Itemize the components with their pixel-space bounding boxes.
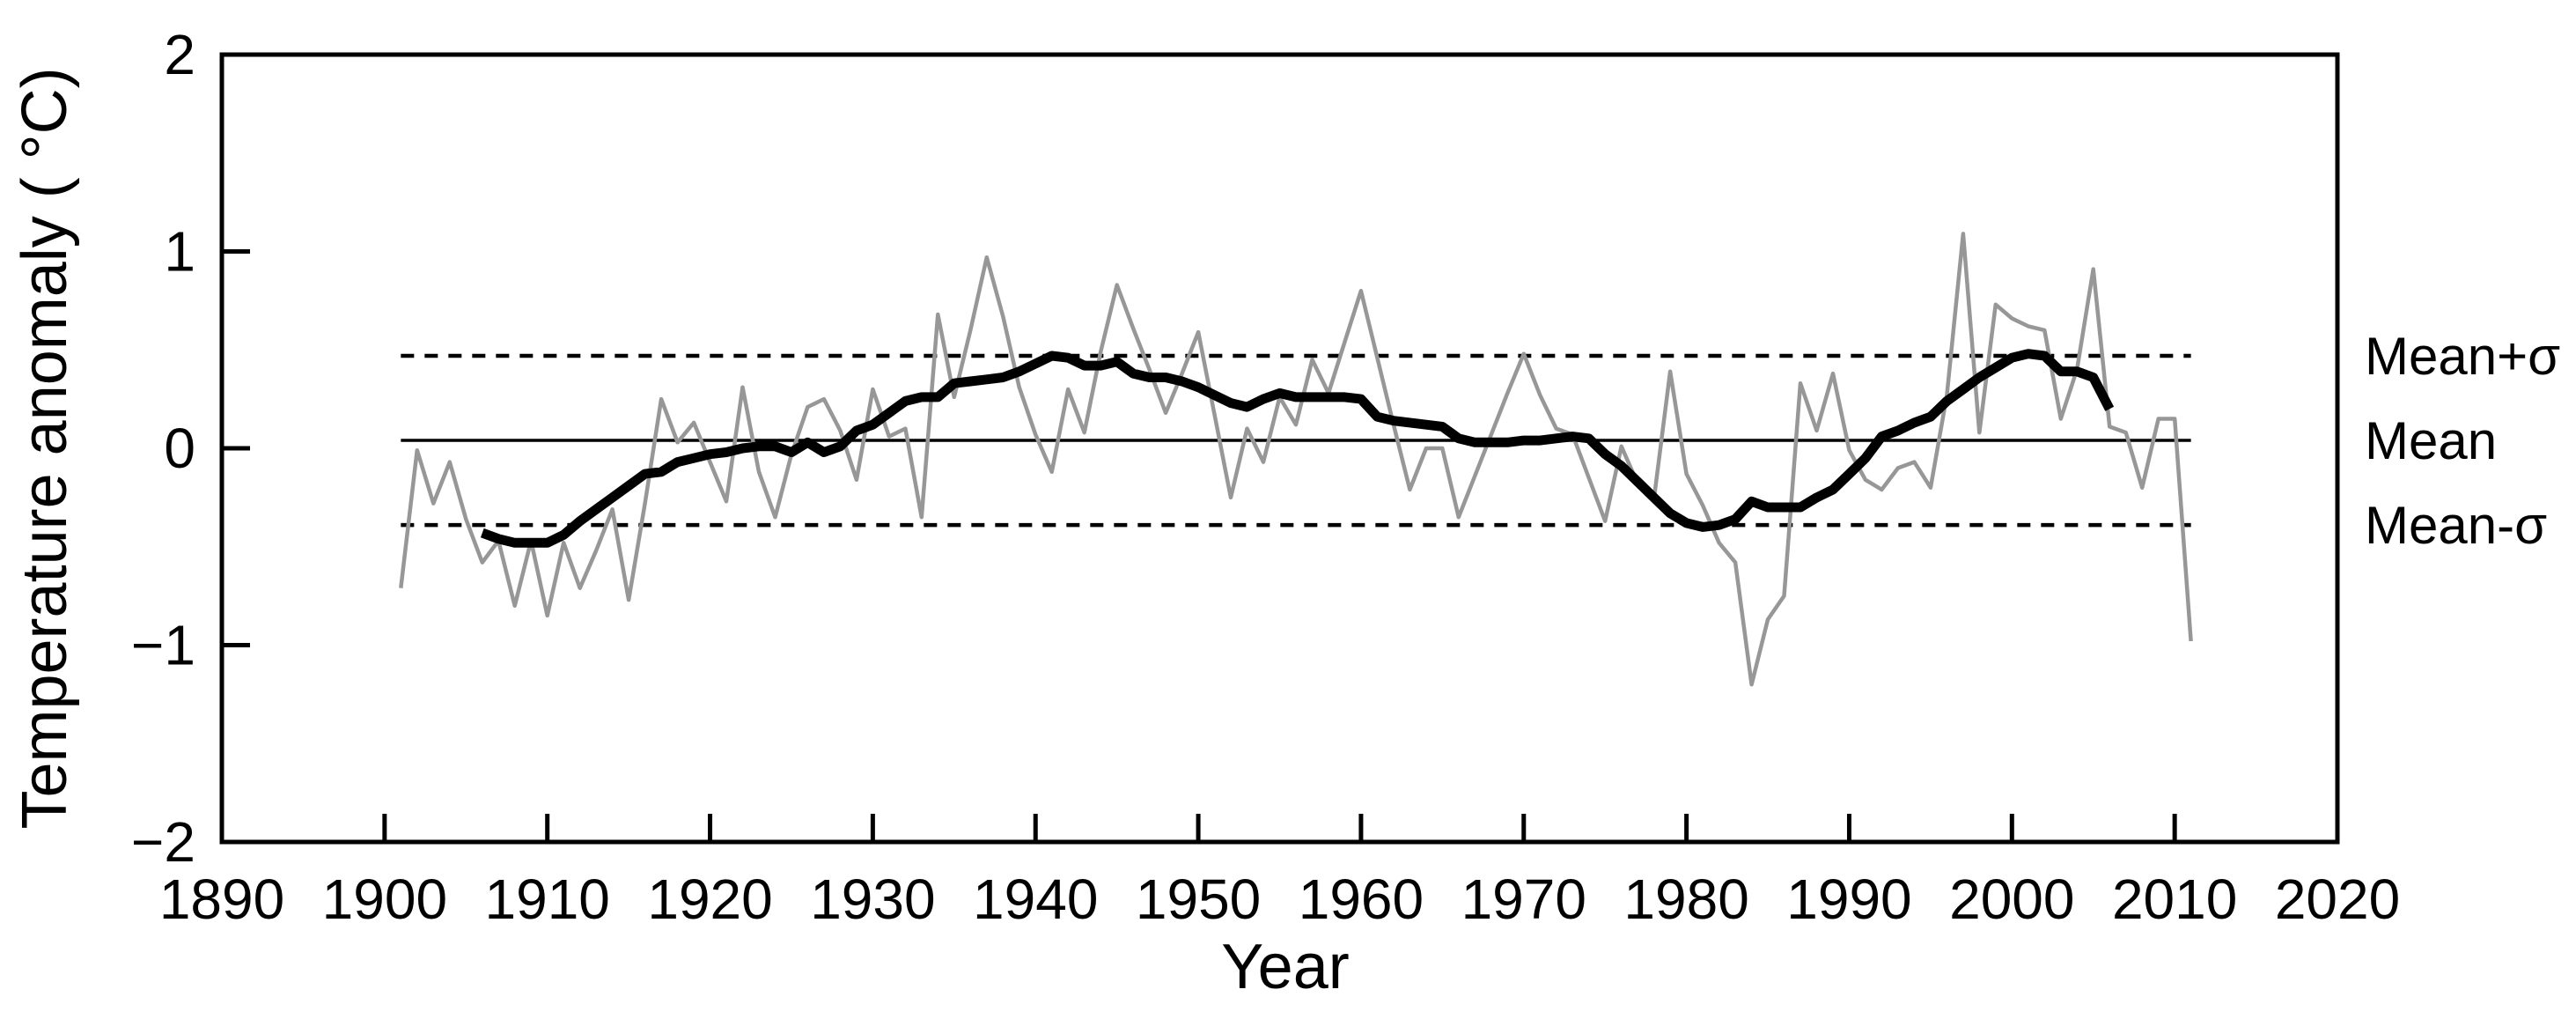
mean-label: Mean xyxy=(2365,411,2497,470)
mean-plus-sigma-label: Mean+σ xyxy=(2365,327,2560,386)
x-tick-label: 2010 xyxy=(2112,868,2237,931)
x-tick-label: 2000 xyxy=(1949,868,2074,931)
axis-tick-labels-group: 1890 1900 1910 1920 1930 1940 1950 1960 1970 1980… xyxy=(131,23,2400,931)
x-tick-label: 1890 xyxy=(159,868,284,931)
y-tick-label: 2 xyxy=(164,23,195,86)
series-lines-group xyxy=(399,232,2193,687)
x-tick-label: 1940 xyxy=(973,868,1098,931)
x-tick-label: 2020 xyxy=(2275,868,2400,931)
x-tick-label: 1950 xyxy=(1136,868,1261,931)
y-axis-title: Temperature anomaly ( °C) xyxy=(10,67,80,829)
x-tick-label: 1930 xyxy=(810,868,935,931)
x-tick-label: 1980 xyxy=(1623,868,1748,931)
x-tick-label: 1910 xyxy=(485,868,610,931)
axis-ticks-group xyxy=(222,249,2177,842)
x-tick-label: 1920 xyxy=(647,868,772,931)
x-tick-label: 1960 xyxy=(1299,868,1424,931)
mean-minus-sigma-label: Mean-σ xyxy=(2365,496,2547,555)
smoothed-anomaly-line xyxy=(480,349,2115,548)
y-tick-label: −1 xyxy=(131,614,195,677)
annual-anomaly-line xyxy=(399,232,2193,687)
y-tick-label: 0 xyxy=(164,417,195,480)
x-tick-label: 1900 xyxy=(322,868,447,931)
y-tick-label: −2 xyxy=(131,810,195,874)
x-axis-title: Year xyxy=(1221,932,1349,1002)
x-tick-label: 1990 xyxy=(1786,868,1911,931)
x-tick-label: 1970 xyxy=(1461,868,1586,931)
y-tick-label: 1 xyxy=(164,220,195,284)
